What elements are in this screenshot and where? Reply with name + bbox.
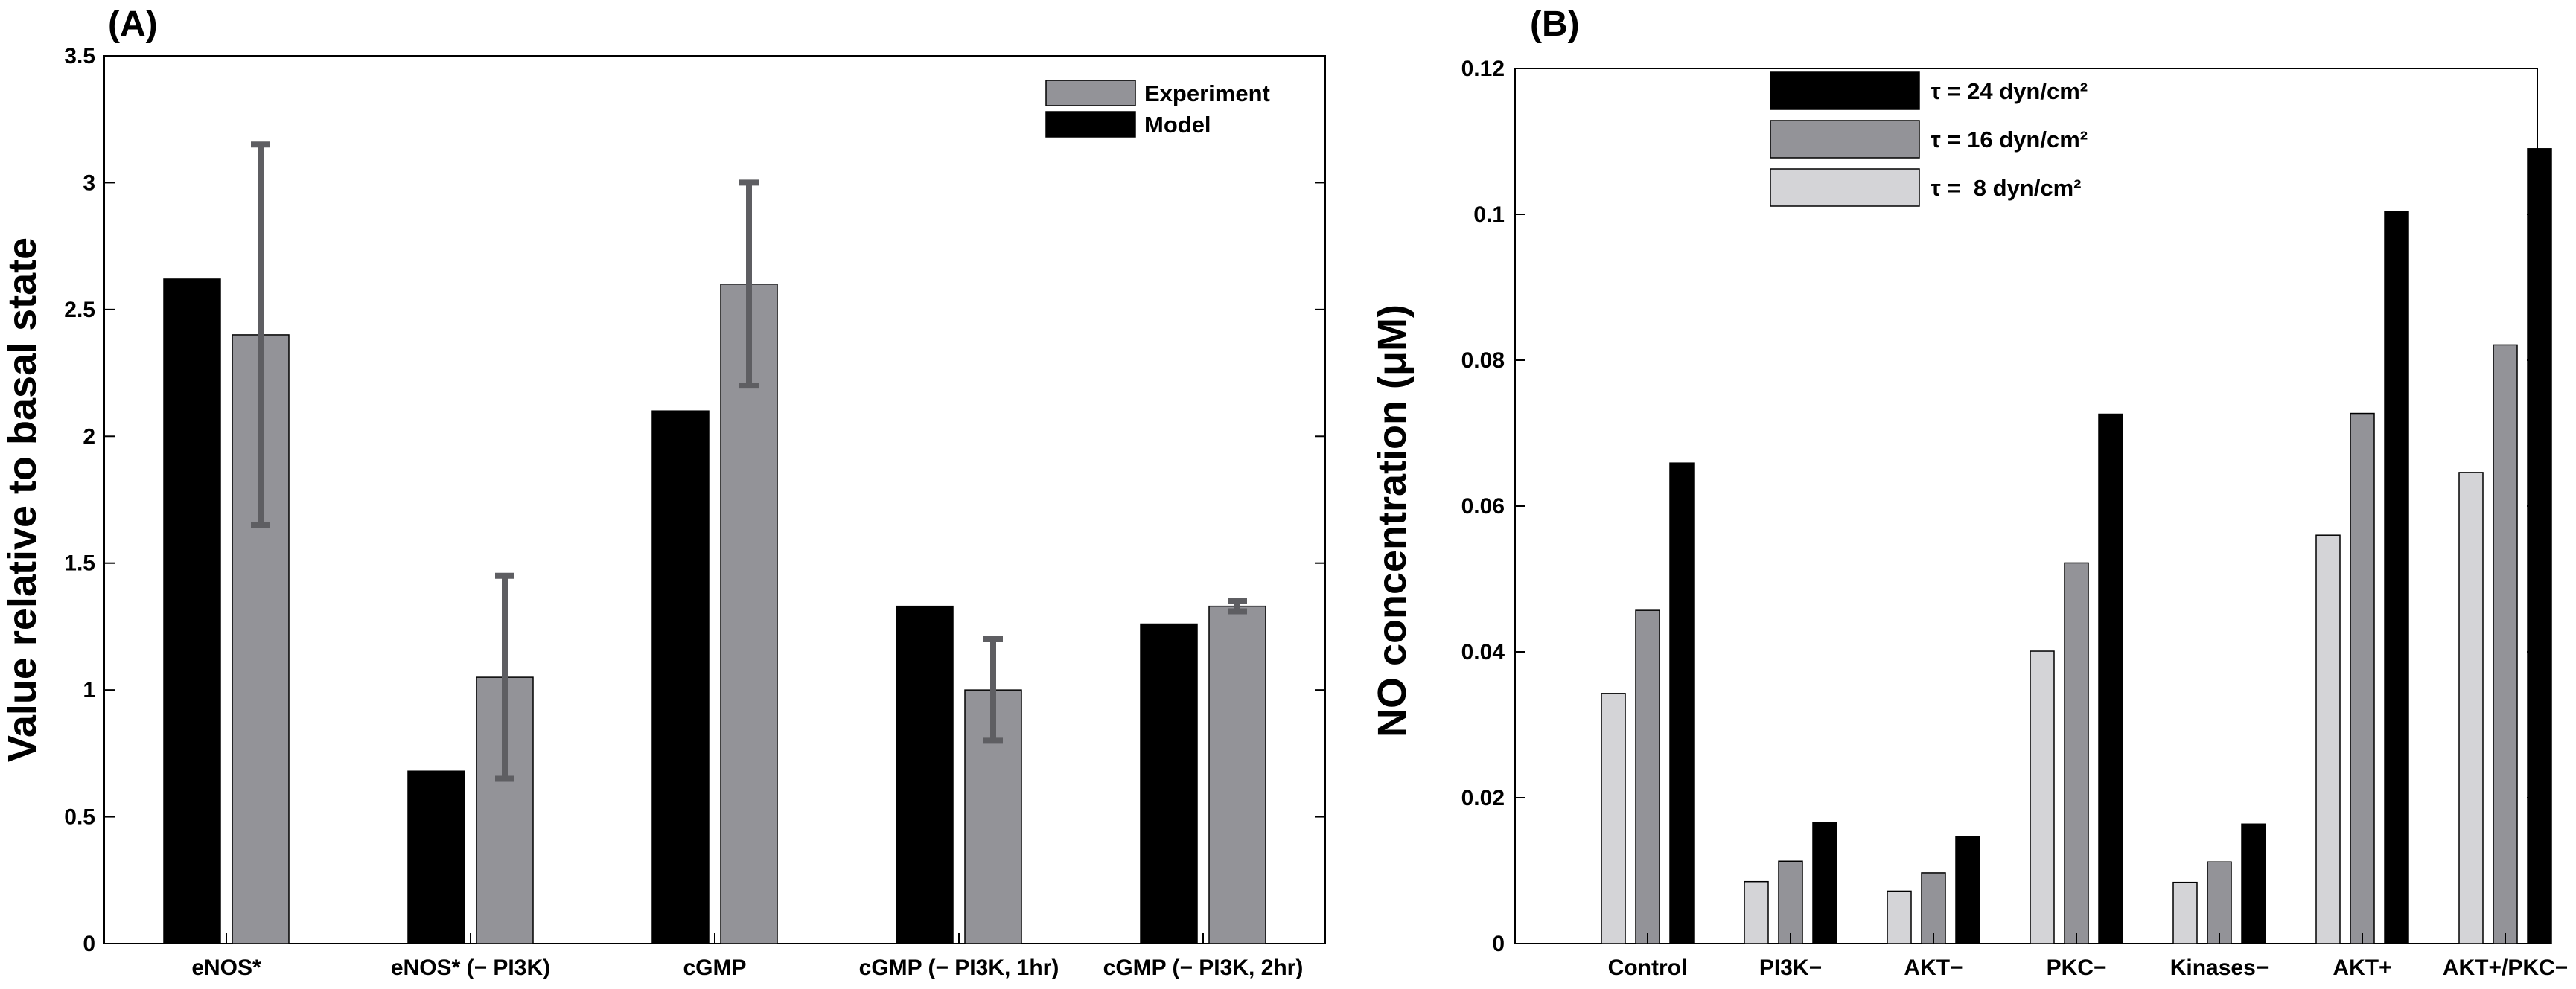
bar xyxy=(2064,562,2089,944)
bar xyxy=(2098,413,2123,944)
legend: τ = 24 dyn/cm² τ = 16 dyn/cm² τ = 8 dyn/cm… xyxy=(1770,71,2088,207)
x-tick-label: Control xyxy=(1608,956,1688,980)
bar xyxy=(2458,472,2484,944)
bar xyxy=(2030,650,2055,944)
y-tick-label: 0.06 xyxy=(1461,494,1505,519)
y-tick-label: 0 xyxy=(83,932,95,956)
x-tick-label: eNOS* xyxy=(191,956,261,980)
panel-label: (B) xyxy=(1530,4,1580,44)
y-tick-label: 0.12 xyxy=(1461,57,1505,81)
bar xyxy=(1601,693,1626,944)
y-tick-label: 0.02 xyxy=(1461,786,1505,810)
bar xyxy=(1812,822,1837,944)
panel-b: (B) 0 0.02 0.04 0.06 0.08 0.1 0.12 NO concentrat… xyxy=(1370,4,2568,980)
y-tick-label: 0.04 xyxy=(1461,640,1505,665)
bar xyxy=(1635,609,1660,944)
legend: Experiment Model xyxy=(1045,80,1270,138)
bar xyxy=(1955,836,1980,944)
y-axis-label: Value relative to basal state xyxy=(0,237,45,762)
bar-model xyxy=(407,770,465,944)
legend-swatch xyxy=(1770,120,1920,159)
bar xyxy=(1669,462,1695,944)
bar-model xyxy=(163,278,221,944)
x-tick-label: cGMP (− PI3K, 1hr) xyxy=(859,956,1059,980)
legend-label: τ = 16 dyn/cm² xyxy=(1931,127,2088,153)
legend-swatch xyxy=(1045,80,1136,106)
x-tick-label: eNOS* (− PI3K) xyxy=(391,956,550,980)
legend-swatch xyxy=(1770,168,1920,207)
bar xyxy=(2527,148,2552,944)
bar-model xyxy=(896,605,954,944)
legend-label: τ = 8 dyn/cm² xyxy=(1931,175,2081,201)
bar xyxy=(2172,881,2198,944)
x-tick-label: cGMP (− PI3K, 2hr) xyxy=(1103,956,1304,980)
bar xyxy=(2315,534,2341,944)
y-tick-label: 3.5 xyxy=(64,44,95,68)
bar xyxy=(1921,872,1946,944)
x-tick-label: PKC− xyxy=(2047,956,2107,980)
bar xyxy=(1744,880,1769,944)
x-tick-label: PI3K− xyxy=(1759,956,1822,980)
panel-label: (A) xyxy=(108,4,158,44)
legend-label: τ = 24 dyn/cm² xyxy=(1931,78,2088,104)
y-tick-label: 3 xyxy=(83,170,95,195)
x-tick-label: Kinases− xyxy=(2170,956,2269,980)
x-tick-label: AKT− xyxy=(1904,956,1963,980)
bar xyxy=(2493,344,2518,944)
legend-swatch xyxy=(1045,111,1136,138)
y-tick-label: 0.1 xyxy=(1473,202,1505,227)
panel-a: (A) 0 0.5 1 1.5 2 2.5 3 3.5 Value relative to bas… xyxy=(0,4,1326,980)
legend-swatch xyxy=(1770,71,1920,110)
x-tick-label: cGMP xyxy=(683,956,746,980)
y-tick-label: 0.5 xyxy=(64,805,95,830)
bar xyxy=(2241,823,2266,944)
y-tick-label: 2 xyxy=(83,424,95,449)
y-tick-label: 0 xyxy=(1492,932,1505,956)
y-tick-label: 1 xyxy=(83,678,95,702)
bar-experiment xyxy=(1208,605,1266,944)
bar xyxy=(2350,412,2375,944)
bar-model xyxy=(651,410,710,944)
y-tick-label: 1.5 xyxy=(64,551,95,576)
bar-model xyxy=(1140,623,1198,944)
bar xyxy=(1778,860,1803,944)
y-axis-label: NO concentration (μM) xyxy=(1370,304,1415,737)
bar xyxy=(2207,861,2232,944)
y-tick-label: 0.08 xyxy=(1461,348,1505,373)
legend-label: Model xyxy=(1144,112,1211,138)
x-tick-label: AKT+/PKC− xyxy=(2443,956,2568,980)
x-tick-label: AKT+ xyxy=(2333,956,2391,980)
bar xyxy=(1887,890,1912,944)
legend-label: Experiment xyxy=(1144,80,1270,106)
bar xyxy=(2384,211,2409,944)
y-tick-label: 2.5 xyxy=(64,298,95,322)
